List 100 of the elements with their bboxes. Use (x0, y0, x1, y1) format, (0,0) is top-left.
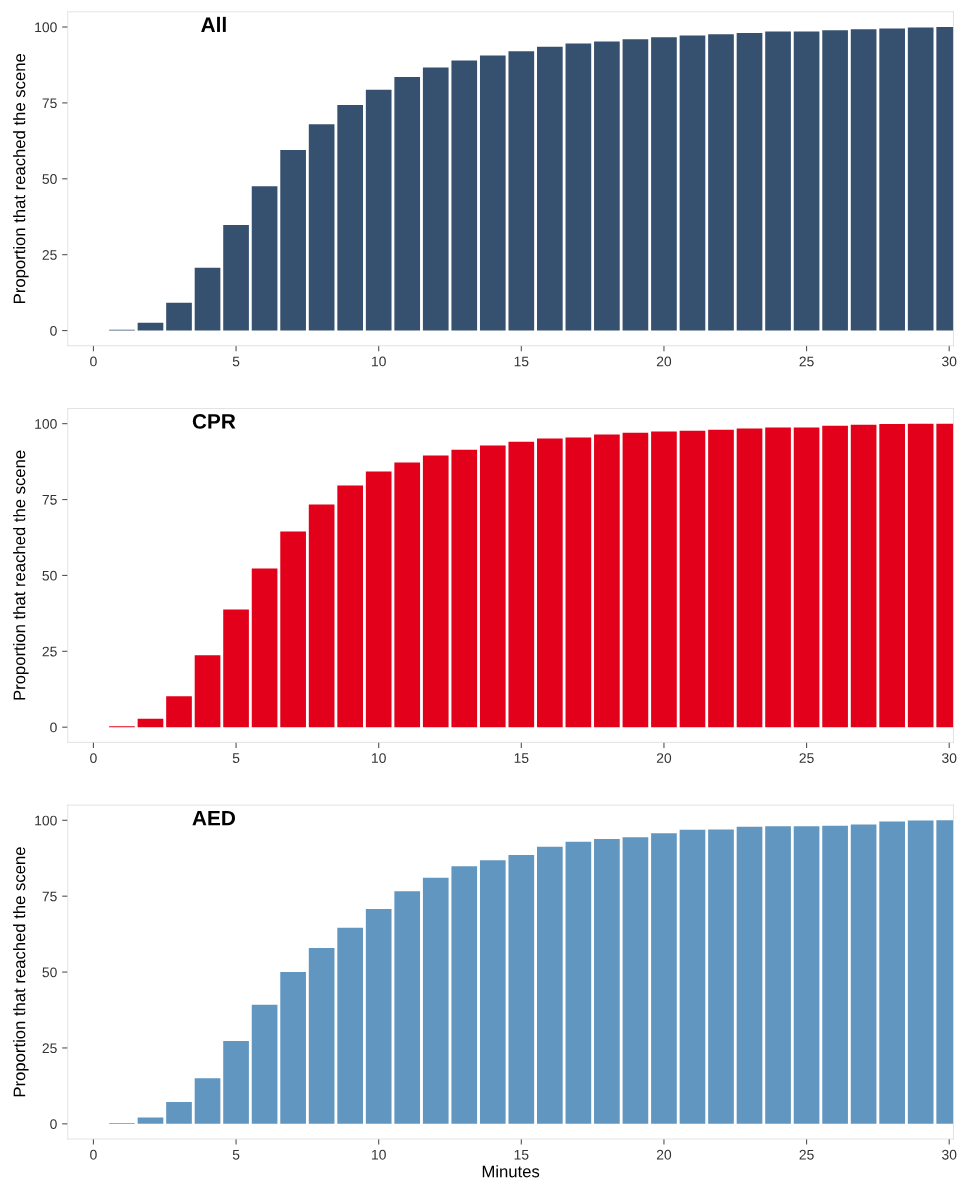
y-tick-label: 0 (50, 722, 57, 733)
bar (451, 866, 478, 1124)
x-tick-label: 15 (514, 356, 529, 367)
bar (308, 948, 335, 1124)
y-axis-title: Proportion that reached the scene (13, 847, 29, 1097)
y-tick-label: 75 (42, 98, 57, 109)
bar (879, 821, 905, 1124)
x-tick-label: 30 (942, 1149, 957, 1160)
bar (537, 846, 563, 1124)
chart-title: All (201, 16, 226, 32)
y-tick-label: 50 (42, 967, 57, 978)
bar (565, 43, 592, 331)
bar (537, 438, 563, 728)
bar (651, 833, 677, 1124)
bar (479, 860, 506, 1124)
bar (879, 423, 905, 728)
bar (708, 429, 734, 728)
bar (622, 432, 649, 728)
bar (251, 568, 278, 728)
x-tick-label: 10 (372, 753, 386, 763)
y-tick-label: 100 (35, 418, 57, 429)
bar (622, 837, 649, 1124)
bar (194, 655, 221, 728)
bar (365, 89, 392, 331)
bar (479, 55, 506, 331)
bar (679, 35, 706, 331)
bar (537, 46, 563, 331)
x-tick-label: 20 (656, 356, 672, 367)
y-tick-label: 100 (35, 815, 57, 826)
bar (394, 462, 421, 728)
bar (594, 41, 620, 331)
x-tick-label: 25 (799, 1149, 814, 1160)
bar (337, 927, 363, 1124)
bar (166, 1101, 192, 1124)
bar (365, 908, 392, 1124)
bar (251, 1004, 278, 1124)
bar (223, 1040, 249, 1124)
bar (594, 434, 620, 728)
bar (822, 30, 848, 331)
bar (879, 28, 905, 331)
bar (708, 829, 734, 1124)
bar (850, 424, 877, 728)
bar (479, 445, 506, 728)
bar (394, 77, 421, 331)
bar (194, 1078, 221, 1124)
bar (508, 51, 535, 331)
bar (422, 455, 449, 728)
bar (850, 29, 877, 331)
bar (679, 829, 706, 1124)
bar (223, 609, 249, 728)
x-tick-label: 15 (514, 1149, 529, 1160)
bar (765, 31, 791, 331)
y-tick-label: 25 (42, 1043, 57, 1054)
bar (422, 67, 449, 331)
bar (765, 427, 791, 728)
bar (508, 854, 535, 1124)
bar (280, 972, 306, 1124)
bar (394, 891, 421, 1124)
bar (137, 1117, 164, 1124)
bar (594, 839, 620, 1124)
bar (166, 302, 192, 331)
bar (337, 105, 363, 331)
bar (251, 186, 278, 331)
x-tick-label: 25 (799, 753, 814, 763)
bar (280, 531, 306, 728)
bar (308, 124, 335, 331)
bar (422, 877, 449, 1124)
bar (679, 430, 706, 728)
y-tick-label: 0 (50, 1119, 57, 1129)
x-tick-label: 0 (90, 753, 97, 763)
bar (622, 39, 649, 331)
x-tick-label: 5 (232, 753, 240, 763)
y-axis-title: Proportion that reached the scene (13, 53, 29, 303)
y-tick-label: 25 (42, 250, 57, 260)
bar (308, 504, 335, 728)
bar (651, 37, 677, 331)
x-axis-title: Minutes (482, 1165, 540, 1178)
y-tick-label: 50 (42, 570, 57, 581)
bar (280, 149, 306, 331)
bar (137, 718, 164, 728)
x-tick-label: 10 (372, 1149, 386, 1160)
bar (708, 34, 734, 331)
x-tick-label: 15 (514, 753, 529, 763)
bar (850, 824, 877, 1124)
x-tick-label: 0 (90, 356, 97, 367)
y-tick-label: 75 (42, 495, 57, 505)
bar (736, 33, 763, 331)
y-tick-label: 75 (42, 891, 57, 902)
bar (565, 437, 592, 728)
bar (793, 31, 820, 331)
y-tick-label: 50 (42, 174, 57, 184)
x-tick-label: 30 (942, 753, 957, 763)
bar (451, 60, 478, 331)
x-tick-label: 10 (372, 356, 386, 367)
bar (736, 428, 763, 728)
x-tick-label: 0 (90, 1149, 97, 1160)
bar (194, 267, 221, 331)
chart-title: CPR (192, 414, 236, 429)
bar (765, 826, 791, 1124)
bar (793, 427, 820, 728)
